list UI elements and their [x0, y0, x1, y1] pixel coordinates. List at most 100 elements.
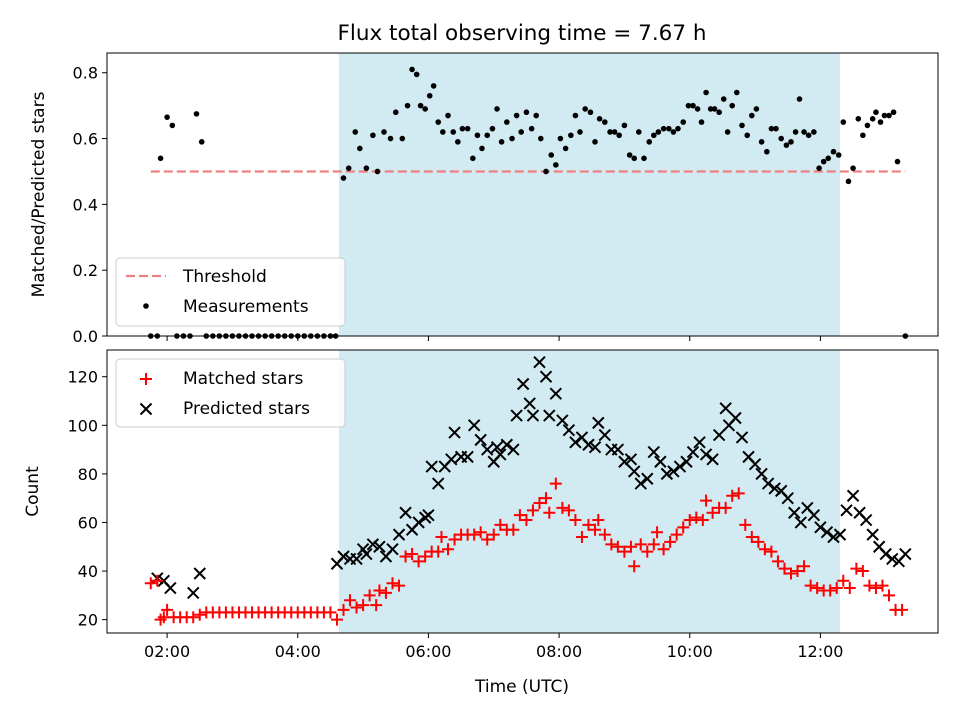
matched-star-point: [719, 501, 732, 514]
measurement-point: [340, 175, 347, 181]
measurement-point: [164, 114, 170, 120]
bottom-axes-frame: [106, 349, 939, 634]
chart-title: Flux total observing time = 7.67 h: [338, 21, 707, 46]
matched-star-point: [412, 555, 425, 568]
matched-star-point: [598, 528, 611, 541]
measurement-point: [805, 132, 812, 139]
measurement-point: [399, 135, 406, 142]
y-axis-label: Matched/Predicted stars: [29, 91, 49, 297]
measurement-point: [470, 155, 476, 162]
matched-star-point: [683, 514, 696, 527]
matched-star-point: [798, 560, 811, 573]
measurement-point: [845, 178, 852, 185]
matched-star-point: [765, 545, 778, 558]
matched-star-point: [824, 584, 837, 597]
measurement-point: [778, 135, 785, 142]
matched-star-point: [745, 531, 758, 544]
measurement-point: [873, 109, 879, 116]
matched-star-point: [811, 582, 824, 595]
predicted-star-point: [569, 436, 582, 449]
measurement-point: [835, 152, 842, 158]
predicted-star-point: [735, 431, 749, 444]
measurement-point: [820, 158, 827, 165]
measurement-point: [537, 135, 544, 142]
matched-star-point: [337, 603, 350, 616]
measurement-point: [450, 129, 457, 135]
matched-star-point: [442, 543, 455, 556]
predicted-star-point: [481, 443, 494, 456]
measurement-point: [768, 125, 775, 132]
measurement-point: [543, 168, 549, 175]
predicted-star-point: [448, 426, 461, 439]
matched-star-point: [706, 506, 719, 519]
predicted-star-point: [373, 540, 386, 553]
measurement-point: [720, 96, 727, 102]
measurement-point: [596, 116, 603, 122]
measurement-point: [811, 129, 817, 135]
measurement-point: [387, 135, 394, 142]
measurement-point: [886, 112, 892, 119]
measurement-point: [602, 119, 608, 125]
predicted-star-point: [337, 550, 350, 563]
matched-star-point: [582, 518, 595, 531]
matched-star-point: [540, 492, 553, 505]
predicted-star-point: [507, 443, 520, 456]
measurement-point: [860, 132, 866, 139]
legend-box: [115, 257, 346, 327]
measurement-point: [435, 119, 442, 125]
matched-star-point: [562, 504, 575, 517]
predicted-star-point: [833, 528, 847, 541]
measurement-point: [611, 129, 618, 135]
matched-star-point: [344, 594, 357, 607]
predicted-star-point: [562, 423, 576, 437]
predicted-star-point: [712, 428, 726, 442]
legend-box: [115, 358, 346, 428]
measurement-point: [464, 125, 471, 132]
matched-star-point: [370, 599, 383, 612]
measurement-point: [169, 122, 176, 129]
predicted-star-point: [755, 467, 768, 481]
predicted-star-point: [761, 477, 775, 490]
matched-star-point: [804, 579, 817, 592]
x-tick-label: 06:00: [405, 642, 451, 661]
matched-star-point: [876, 579, 889, 592]
predicted-star-point: [641, 472, 654, 485]
predicted-star-point: [582, 438, 595, 451]
legend-predicted-swatch: [139, 402, 153, 416]
matched-star-point: [732, 487, 745, 500]
matched-star-point: [399, 550, 412, 563]
matched-star-point: [651, 526, 664, 539]
matched-star-point: [863, 579, 876, 592]
predicted-star-point: [598, 428, 612, 442]
matched-star-point: [520, 514, 533, 527]
matched-star-point: [350, 601, 363, 614]
matched-star-point: [357, 599, 370, 612]
measurement-point: [651, 132, 657, 139]
matched-star-point: [435, 531, 448, 544]
matched-star-point: [758, 543, 771, 556]
measurement-point: [474, 132, 481, 139]
measurement-point: [675, 125, 681, 132]
measurement-point: [404, 102, 411, 109]
predicted-star-point: [467, 419, 481, 432]
predicted-star-point: [634, 477, 647, 490]
matched-star-point: [771, 555, 784, 568]
predicted-star-point: [686, 445, 700, 459]
predicted-star-point: [399, 506, 412, 519]
measurement-point: [690, 102, 696, 109]
predicted-star-point: [667, 465, 680, 478]
matched-star-point: [432, 545, 445, 558]
measurement-point: [840, 119, 847, 125]
predicted-star-point: [807, 508, 821, 522]
predicted-star-point: [618, 455, 631, 468]
y-tick-label: 0.8: [73, 64, 98, 83]
matched-star-point: [526, 504, 539, 517]
matched-star-point: [494, 518, 507, 531]
measurement-point: [655, 129, 662, 135]
measurement-point: [489, 125, 496, 132]
predicted-star-point: [350, 552, 363, 566]
matched-star-point: [837, 574, 850, 587]
matched-star-point: [634, 538, 647, 551]
measurement-point: [504, 119, 510, 125]
